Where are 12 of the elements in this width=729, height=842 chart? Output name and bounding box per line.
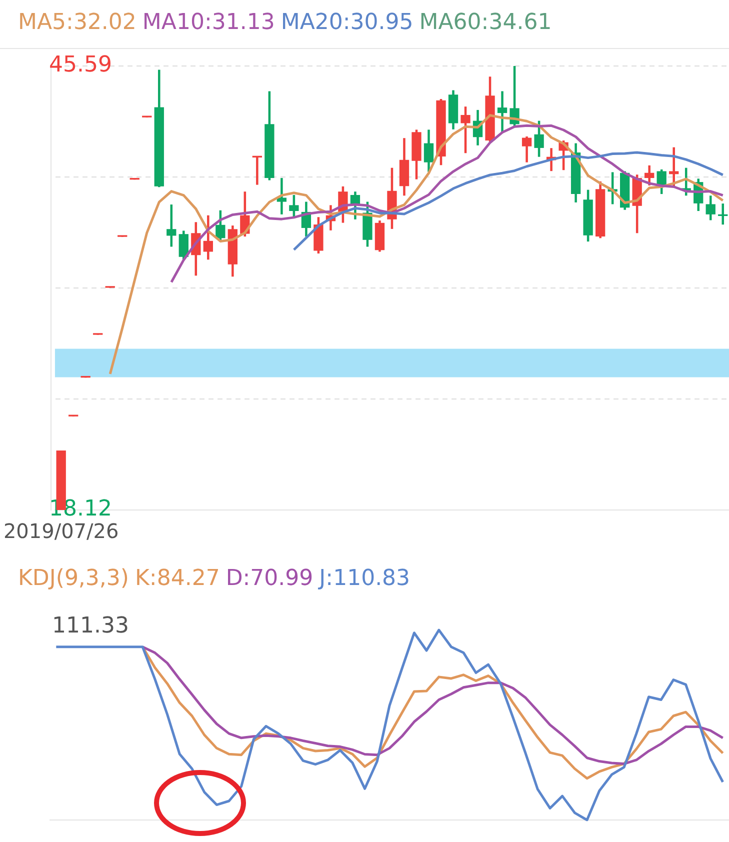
text: MA20:30.95 [280,10,414,34]
text: MA5:32.02 [18,10,136,34]
text: MA10:31.13 [142,10,275,34]
x-tick-label: 2019/07/26 [3,519,119,544]
text: D:70.99 [226,566,314,590]
annotation: 111.33 [52,614,129,639]
y-tick-label: 45.59 [48,52,112,78]
y-tick-label: 18.12 [48,496,112,522]
series-label: J:110.83 [319,566,410,590]
chart-title: KDJ(9,3,3) [18,566,129,590]
text: K:84.27 [135,566,220,590]
legend-label: MA60:34.61 [419,10,552,34]
